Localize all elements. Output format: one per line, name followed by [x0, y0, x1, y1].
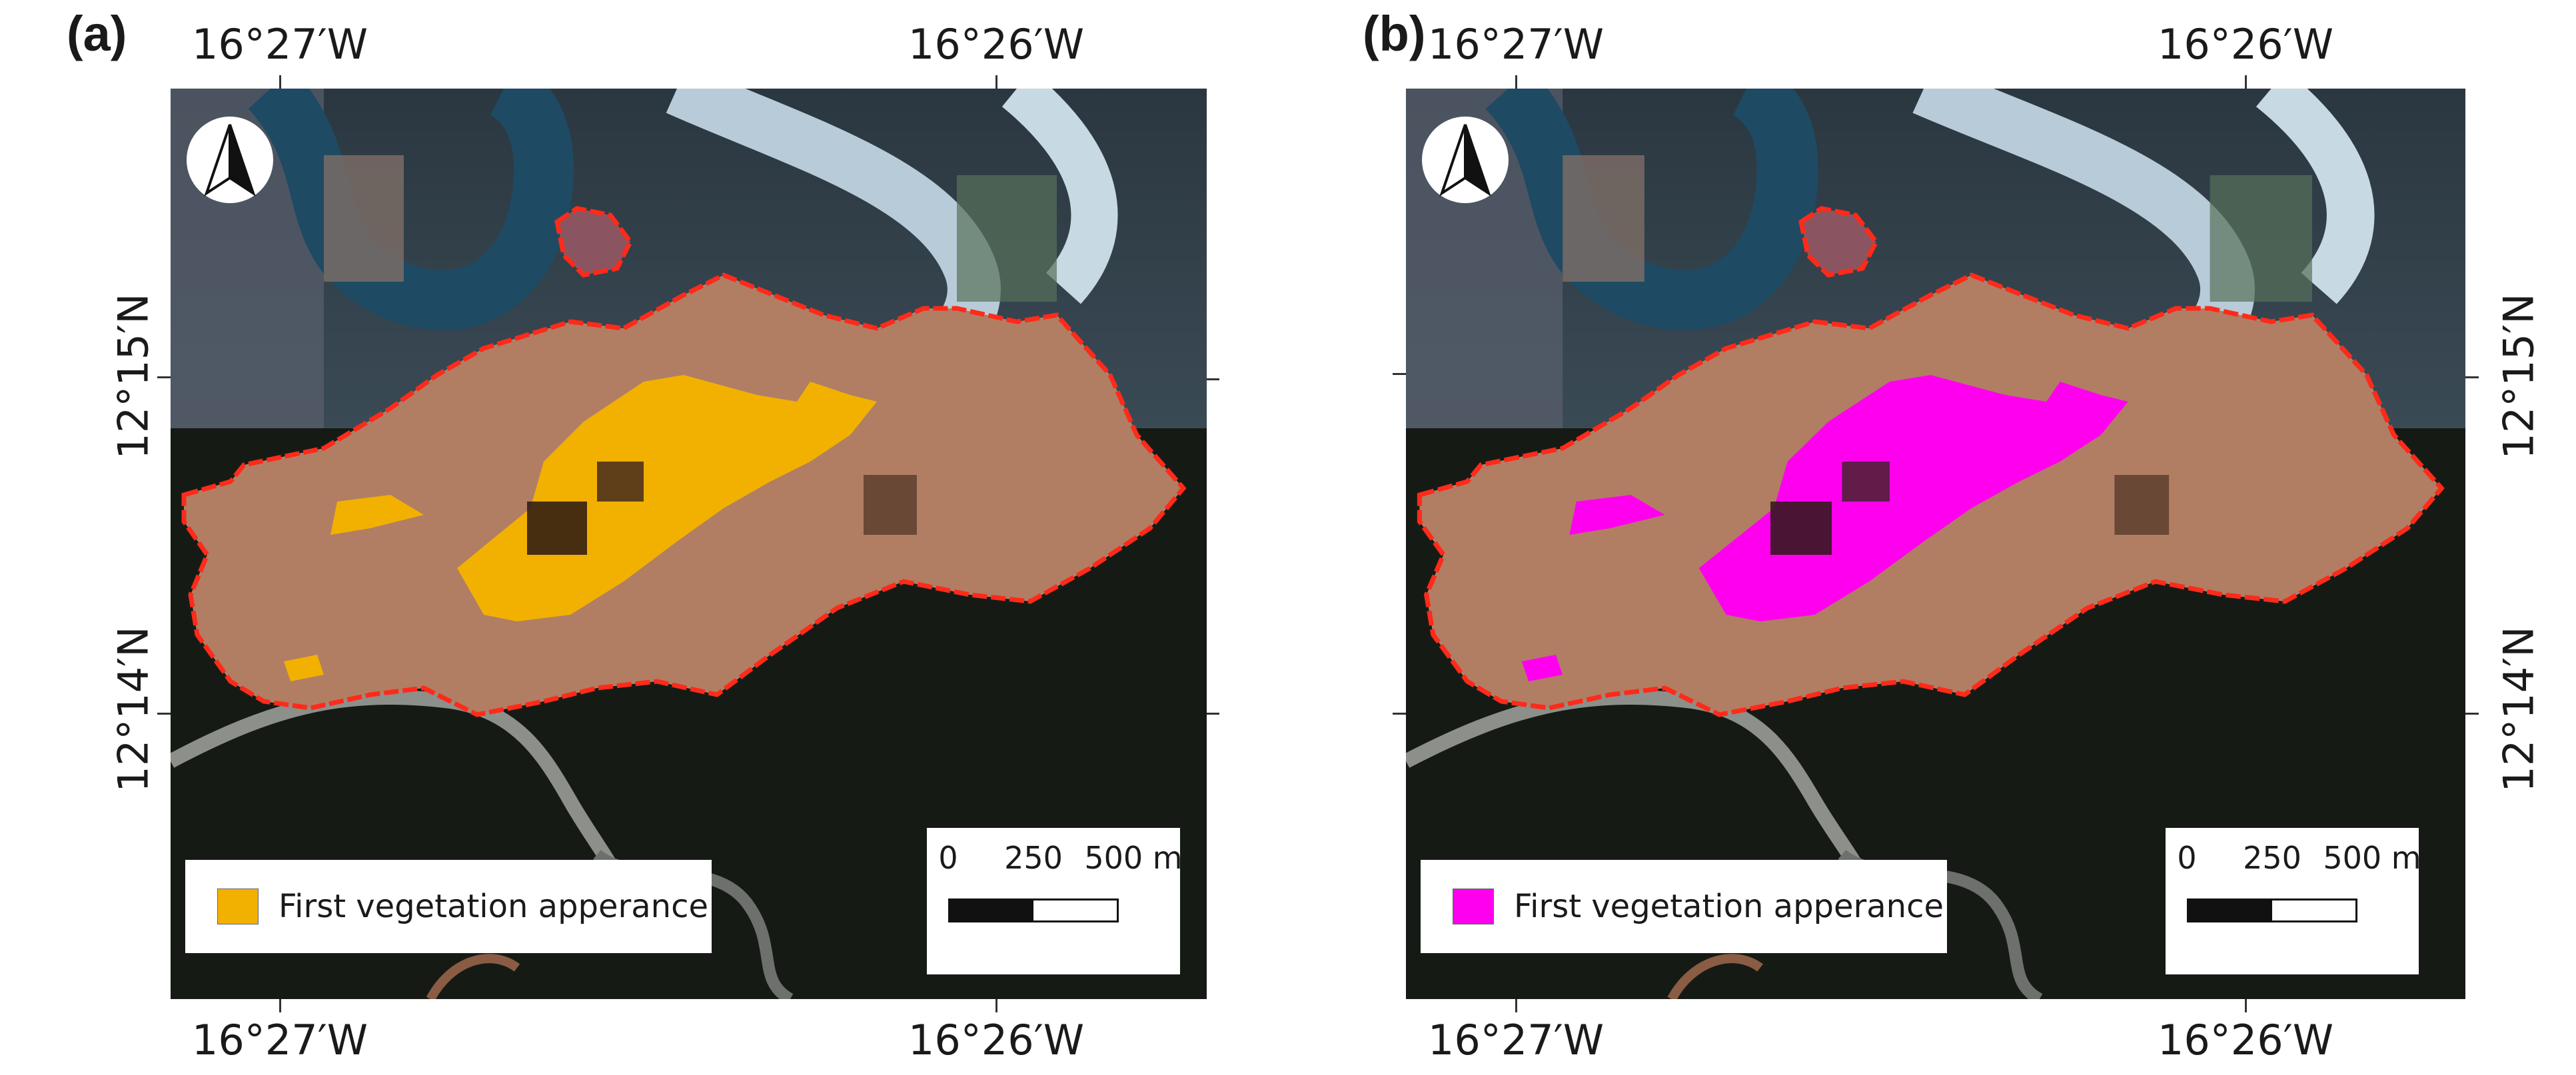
lat-south-left-a: 12°14′N — [109, 626, 158, 793]
lat-north-left-a: 12°15′N — [109, 293, 158, 460]
tick — [2245, 75, 2247, 89]
legend-label-b: First vegetation apperance — [1514, 888, 1944, 925]
lon-west-bottom-a: 16°27′W — [191, 1016, 368, 1064]
north-arrow-icon — [187, 117, 273, 203]
lon-east-top-a: 16°26′W — [908, 20, 1085, 69]
lon-east-bottom-b: 16°26′W — [2157, 1016, 2334, 1064]
study-area-patch — [554, 206, 634, 278]
river-upper — [1001, 89, 1118, 304]
tick — [1515, 75, 1517, 89]
study-area-patch — [1798, 206, 1879, 278]
river-bend — [1485, 89, 1818, 330]
dark-field — [527, 502, 587, 555]
tick — [995, 75, 997, 89]
lat-south-right-b: 12°14′N — [2494, 626, 2543, 793]
lon-west-top-a: 16°27′W — [191, 20, 368, 69]
field-block — [324, 155, 404, 282]
field-block — [1563, 155, 1644, 282]
legend-label-a: First vegetation apperance — [279, 888, 709, 925]
dark-field — [597, 462, 644, 502]
tick — [2465, 376, 2479, 378]
tick — [1206, 713, 1219, 715]
tick — [279, 999, 281, 1012]
panel-label-a: (a) — [67, 6, 127, 61]
scale-tick-500-a: 500 m — [1084, 840, 1183, 876]
north-arrow-icon — [1422, 117, 1509, 203]
legend-a: First vegetation apperance — [185, 860, 712, 953]
satellite-map-a: First vegetation apperance 0 250 500 m — [171, 89, 1207, 999]
dark-field — [1770, 502, 1832, 555]
scale-tick-0-b: 0 — [2177, 840, 2197, 876]
tick — [1206, 378, 1219, 380]
scale-tick-0-a: 0 — [938, 840, 958, 876]
tick — [157, 376, 171, 378]
river-upper — [2255, 89, 2375, 304]
lon-west-bottom-b: 16°27′W — [1427, 1016, 1605, 1064]
vegetation-patch — [1698, 375, 2128, 621]
tick — [2245, 999, 2247, 1012]
tick — [279, 75, 281, 89]
lon-east-bottom-a: 16°26′W — [908, 1016, 1085, 1064]
tick — [1515, 999, 1517, 1012]
tick — [157, 713, 171, 715]
dark-field — [2114, 475, 2170, 535]
scale-bar-b: 0 250 500 m — [2166, 828, 2421, 974]
tick — [1393, 373, 1406, 375]
lon-west-top-b: 16°27′W — [1427, 20, 1605, 69]
scale-tick-250-a: 250 — [1004, 840, 1063, 876]
scale-bar-a: 0 250 500 m — [927, 828, 1183, 974]
scale-graphic-a — [948, 898, 1119, 922]
tick — [995, 999, 997, 1012]
vegetation-patch — [330, 495, 424, 535]
vegetation-patch — [1521, 655, 1563, 681]
river-lower-branch — [426, 954, 520, 999]
scale-graphic-b — [2187, 898, 2357, 922]
dark-field — [864, 475, 917, 535]
tick — [1393, 713, 1406, 715]
dark-field — [1842, 462, 1890, 502]
river-bend — [248, 89, 574, 330]
lon-east-top-b: 16°26′W — [2157, 20, 2334, 69]
legend-swatch-a — [217, 889, 259, 924]
legend-swatch-b — [1453, 889, 1494, 924]
scale-tick-250-b: 250 — [2243, 840, 2301, 876]
vegetation-patch — [1569, 495, 1665, 535]
scale-tick-500-b: 500 m — [2323, 840, 2421, 876]
field-block — [957, 175, 1057, 302]
vegetation-patch — [457, 375, 877, 621]
satellite-map-b: First vegetation apperance 0 250 500 m — [1406, 89, 2465, 999]
panel-label-b: (b) — [1363, 6, 1426, 61]
lat-north-right-b: 12°15′N — [2494, 293, 2543, 460]
legend-b: First vegetation apperance — [1421, 860, 1947, 953]
vegetation-patch — [284, 655, 324, 681]
field-block — [2210, 175, 2312, 302]
tick — [2465, 713, 2479, 715]
river-lower-branch — [1667, 954, 1763, 999]
